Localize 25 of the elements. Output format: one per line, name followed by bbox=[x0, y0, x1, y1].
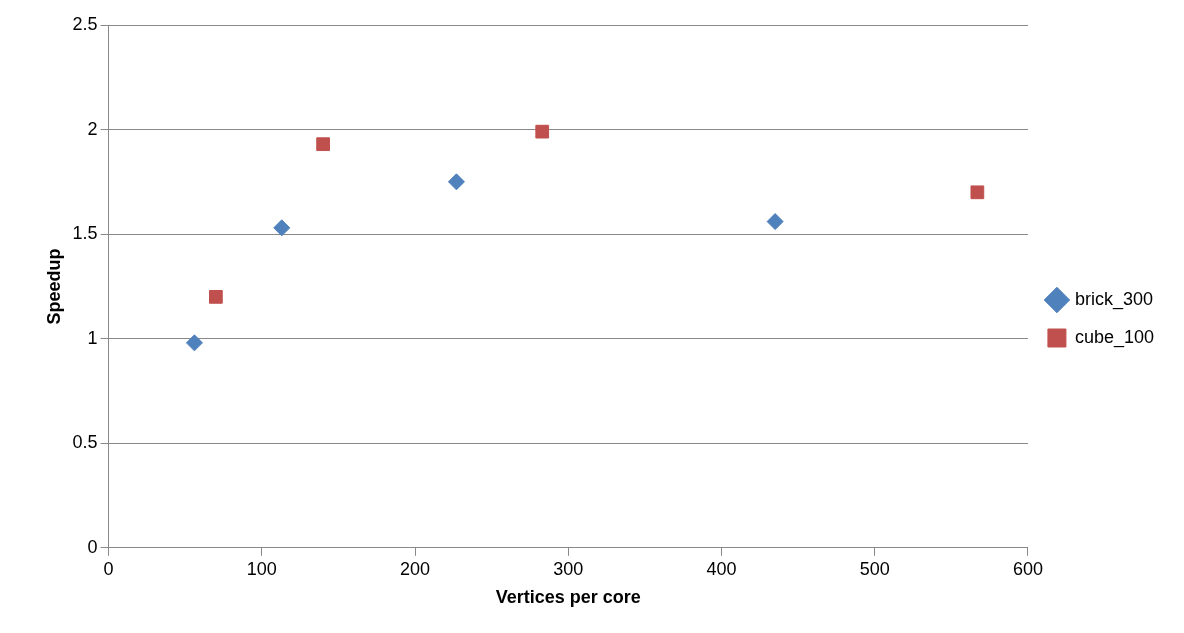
y-tick-label: 2 bbox=[87, 118, 98, 139]
x-tick-label: 300 bbox=[553, 558, 584, 579]
y-tick-label: 1.5 bbox=[72, 223, 98, 244]
y-tick-label: 1 bbox=[87, 327, 98, 348]
x-tick-label: 500 bbox=[859, 558, 890, 579]
point bbox=[447, 173, 465, 191]
x-tick-label: 400 bbox=[706, 558, 737, 579]
y-tick-label: 0.5 bbox=[72, 432, 98, 453]
legend-label: brick_300 bbox=[1074, 288, 1153, 310]
point bbox=[535, 124, 550, 139]
point bbox=[185, 334, 203, 352]
legend-label: cube_100 bbox=[1074, 326, 1154, 348]
point bbox=[209, 289, 223, 304]
point bbox=[273, 219, 291, 237]
x-tick-label: 100 bbox=[246, 558, 277, 579]
point bbox=[316, 137, 330, 152]
y-axis-title: Speedup bbox=[43, 248, 64, 325]
x-tick-label: 200 bbox=[400, 558, 431, 579]
x-tick-label: 0 bbox=[103, 558, 114, 579]
point bbox=[970, 185, 985, 200]
y-tick-label: 2.5 bbox=[72, 13, 98, 34]
y-tick-label: 0 bbox=[87, 536, 98, 557]
x-axis-title: Vertices per core bbox=[495, 587, 641, 608]
x-tick-label: 600 bbox=[1012, 558, 1043, 579]
point bbox=[766, 213, 784, 231]
